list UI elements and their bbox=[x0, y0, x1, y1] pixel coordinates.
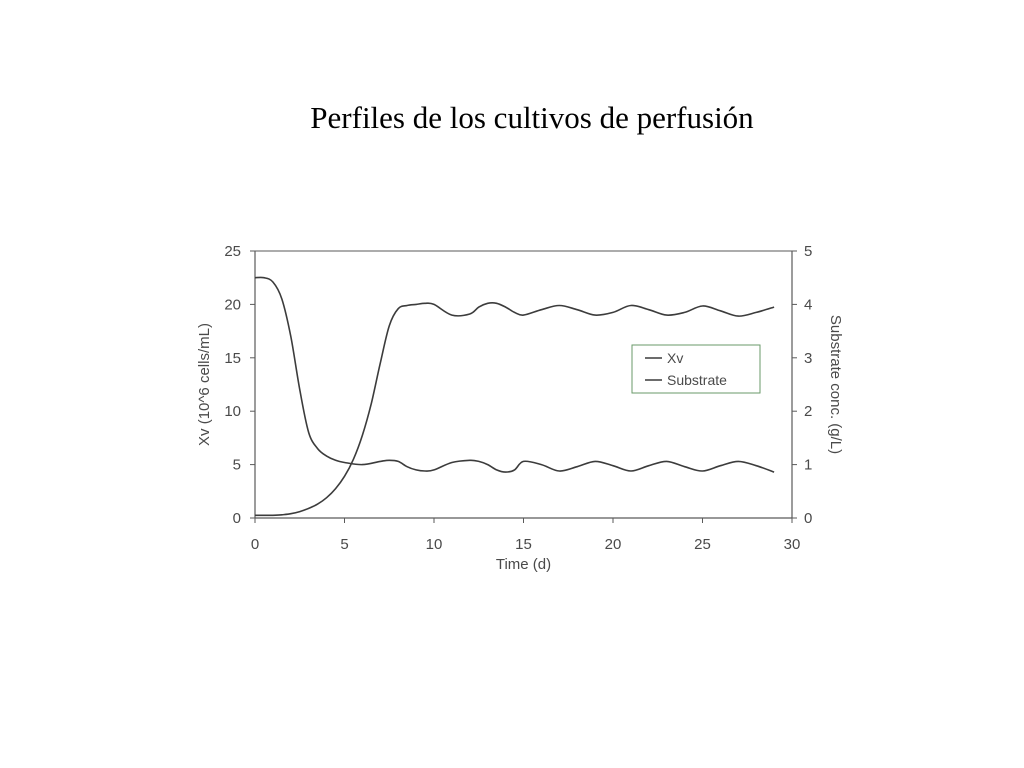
y-right-tick-label: 5 bbox=[804, 243, 812, 260]
x-tick-label: 10 bbox=[426, 536, 443, 553]
y-right-tick-label: 3 bbox=[804, 350, 812, 367]
y-left-tick-label: 25 bbox=[224, 243, 241, 260]
x-tick-label: 0 bbox=[251, 536, 259, 553]
x-tick-label: 15 bbox=[515, 536, 532, 553]
y-left-ticks: 0 5 10 15 20 25 bbox=[224, 243, 255, 527]
x-tick-label: 5 bbox=[340, 536, 348, 553]
y-left-tick-label: 20 bbox=[224, 296, 241, 313]
y-right-tick-label: 2 bbox=[804, 403, 812, 420]
legend-label-xv: Xv bbox=[667, 350, 683, 366]
legend-box bbox=[631, 344, 761, 394]
x-ticks: 0 5 10 15 20 25 30 bbox=[251, 518, 801, 553]
y-right-tick-label: 0 bbox=[804, 510, 812, 527]
x-tick-label: 25 bbox=[694, 536, 711, 553]
y-left-tick-label: 10 bbox=[224, 403, 241, 420]
x-axis-title: Time (d) bbox=[496, 556, 551, 573]
y-left-tick-label: 0 bbox=[233, 510, 241, 527]
series-line-xv bbox=[254, 276, 775, 473]
y-right-ticks: 0 1 2 3 4 5 bbox=[792, 243, 812, 527]
y-left-tick-label: 15 bbox=[224, 350, 241, 367]
slide-title: Perfiles de los cultivos de perfusión bbox=[310, 100, 754, 135]
y-right-tick-label: 4 bbox=[804, 296, 812, 313]
legend: Xv Substrate bbox=[631, 344, 761, 394]
y-left-axis-title: Xv (10^6 cells/mL) bbox=[196, 323, 213, 446]
legend-label-substrate: Substrate bbox=[667, 372, 727, 388]
y-right-tick-label: 1 bbox=[804, 457, 812, 474]
x-tick-label: 30 bbox=[784, 536, 801, 553]
y-left-tick-label: 5 bbox=[233, 457, 241, 474]
axis-titles: Time (d) Xv (10^6 cells/mL) Substrate conc… bbox=[196, 315, 844, 573]
y-right-axis-title: Substrate conc. (g/L) bbox=[827, 315, 844, 454]
series-lines bbox=[254, 276, 775, 517]
x-tick-label: 20 bbox=[605, 536, 622, 553]
series-line-substrate bbox=[255, 302, 775, 517]
